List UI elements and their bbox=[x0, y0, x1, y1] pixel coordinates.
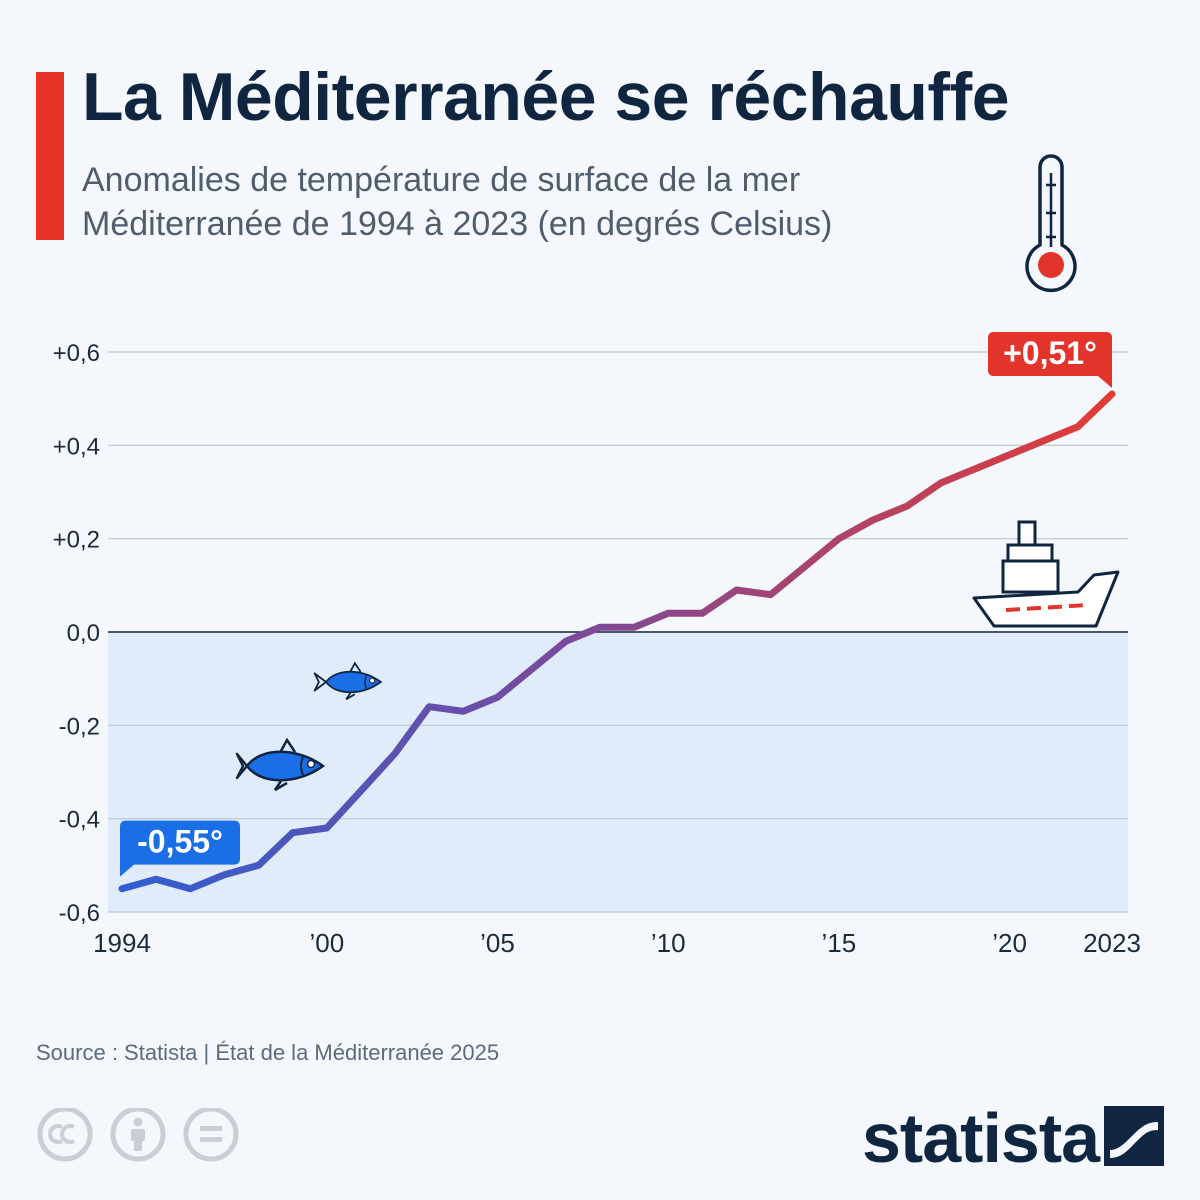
x-tick-label: 2023 bbox=[1083, 928, 1141, 958]
source-note: Source : Statista | État de la Méditerra… bbox=[36, 1040, 500, 1065]
nd-icon bbox=[183, 1106, 239, 1162]
data-point bbox=[631, 624, 638, 631]
accent-bar bbox=[36, 72, 64, 240]
y-tick-label: -0,2 bbox=[59, 713, 100, 740]
x-tick-label: ’15 bbox=[822, 928, 857, 958]
data-point bbox=[835, 535, 842, 542]
subtitle-line-1: Anomalies de température de surface de l… bbox=[82, 161, 801, 199]
start-value-text: -0,55° bbox=[137, 824, 223, 860]
x-tick-label: ’00 bbox=[309, 928, 344, 958]
data-point bbox=[596, 624, 603, 631]
x-tick-label: ’10 bbox=[651, 928, 686, 958]
data-point bbox=[699, 610, 706, 617]
data-point bbox=[357, 787, 364, 794]
data-point bbox=[1006, 451, 1013, 458]
data-point bbox=[323, 825, 330, 832]
data-point bbox=[767, 591, 774, 598]
data-point bbox=[255, 862, 262, 869]
data-point bbox=[460, 708, 467, 715]
chart-subtitle: Anomalies de température de surface de l… bbox=[82, 158, 982, 246]
subtitle-line-2: Méditerranée de 1994 à 2023 (en degrés C… bbox=[82, 205, 833, 243]
data-point bbox=[801, 563, 808, 570]
data-point bbox=[528, 666, 535, 673]
data-point bbox=[562, 638, 569, 645]
statista-logo bbox=[1104, 1106, 1164, 1166]
data-point bbox=[187, 885, 194, 892]
fish-icon bbox=[313, 661, 383, 701]
data-point bbox=[494, 694, 501, 701]
data-point bbox=[1109, 391, 1116, 398]
end-value-text: +0,51° bbox=[1003, 335, 1097, 371]
data-point bbox=[1074, 423, 1081, 430]
by-icon bbox=[110, 1106, 166, 1162]
data-point bbox=[904, 503, 911, 510]
data-point bbox=[221, 871, 228, 878]
fish-icon bbox=[235, 737, 326, 792]
y-tick-label: +0,6 bbox=[53, 340, 100, 367]
y-tick-label: -0,4 bbox=[59, 807, 100, 834]
data-point bbox=[119, 885, 126, 892]
data-point bbox=[392, 750, 399, 757]
y-tick-label: +0,2 bbox=[53, 527, 100, 554]
data-point bbox=[733, 587, 740, 594]
y-tick-label: -0,6 bbox=[59, 900, 100, 927]
data-point bbox=[153, 876, 160, 883]
data-point bbox=[665, 610, 672, 617]
start-value-label: -0,55° bbox=[120, 820, 240, 877]
y-tick-label: 0,0 bbox=[67, 620, 100, 647]
data-point bbox=[938, 479, 945, 486]
end-value-label: +0,51° bbox=[988, 332, 1112, 388]
y-tick-label: +0,4 bbox=[53, 433, 100, 460]
data-point bbox=[1040, 437, 1047, 444]
data-point bbox=[289, 829, 296, 836]
cc-icon bbox=[37, 1106, 93, 1162]
x-tick-label: ’05 bbox=[480, 928, 515, 958]
thermometer-icon bbox=[1025, 154, 1077, 293]
x-tick-label: ’20 bbox=[992, 928, 1027, 958]
series-line bbox=[118, 390, 1116, 893]
data-point bbox=[870, 517, 877, 524]
data-point bbox=[972, 465, 979, 472]
data-point bbox=[426, 703, 433, 710]
license-icons bbox=[36, 1106, 246, 1173]
x-tick-label: 1994 bbox=[93, 928, 151, 958]
chart-title: La Méditerranée se réchauffe bbox=[82, 59, 1010, 135]
ship-icon bbox=[972, 520, 1120, 628]
statista-brand: statista bbox=[862, 1099, 1100, 1177]
